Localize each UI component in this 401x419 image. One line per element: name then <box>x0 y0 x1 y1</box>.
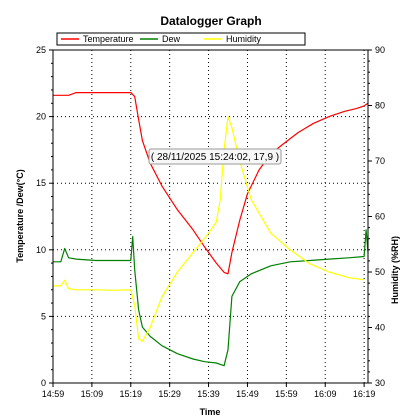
ticks-layer: 14:59 15:09 15:19 15:29 15:39 15:49 15:59 16:09… <box>36 45 385 399</box>
legend-temperature-label: Temperature <box>83 34 134 44</box>
y-left-tick-label: 20 <box>36 112 46 122</box>
y-right-axis-label: Humidity (%RH) <box>390 236 400 304</box>
y-left-tick-label: 5 <box>41 311 46 321</box>
legend-dew-label: Dew <box>162 34 181 44</box>
y-right-tick-label: 90 <box>375 45 385 55</box>
y-right-tick-label: 70 <box>375 156 385 166</box>
grid <box>53 50 368 383</box>
x-tick-label: 16:19 <box>353 389 376 399</box>
x-tick-label: 15:39 <box>197 389 220 399</box>
y-left-tick-label: 25 <box>36 45 46 55</box>
dew-line <box>53 229 369 367</box>
y-left-tick-label: 10 <box>36 245 46 255</box>
y-right-tick-label: 80 <box>375 101 385 111</box>
y-right-tick-label: 60 <box>375 212 385 222</box>
x-tick-label: 14:59 <box>42 389 65 399</box>
x-tick-label: 16:09 <box>314 389 337 399</box>
chart-title: Datalogger Graph <box>160 14 261 28</box>
y-right-tick-label: 50 <box>375 267 385 277</box>
y-left-tick-label: 15 <box>36 178 46 188</box>
y-right-tick-label: 40 <box>375 323 385 333</box>
tooltip-box <box>148 148 282 165</box>
tooltip: ( 28/11/2025 15:24:02, 17,9 ) <box>148 148 282 165</box>
legend: Temperature Dew Humidity <box>56 32 306 46</box>
y-right-tick-label: 30 <box>375 378 385 388</box>
tooltip-text: ( 28/11/2025 15:24:02, 17,9 ) <box>151 152 279 163</box>
y-left-tick-label: 0 <box>41 378 46 388</box>
series-layer <box>53 91 369 367</box>
x-tick-label: 15:29 <box>158 389 181 399</box>
x-tick-label: 15:09 <box>81 389 104 399</box>
x-tick-label: 15:19 <box>120 389 143 399</box>
humidity-line <box>53 115 365 342</box>
y-left-axis-label: Temperature /Dew(°C) <box>15 169 25 262</box>
legend-humidity-label: Humidity <box>226 34 262 44</box>
legend-box <box>56 32 306 46</box>
x-axis-label: Time <box>200 407 221 417</box>
x-tick-label: 15:49 <box>236 389 259 399</box>
temperature-line <box>53 91 369 275</box>
x-tick-label: 15:59 <box>275 389 298 399</box>
